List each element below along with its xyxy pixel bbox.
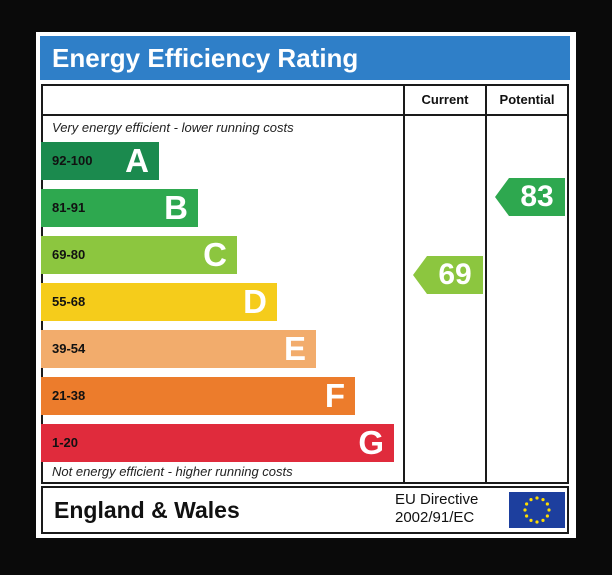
- potential-column-divider: [485, 86, 487, 482]
- band-letter: A: [125, 142, 149, 179]
- band-range: 92-100: [52, 153, 93, 168]
- potential-rating-value: 83: [520, 180, 554, 213]
- region-label: England & Wales: [54, 497, 240, 523]
- band-range: 55-68: [52, 294, 86, 309]
- potential-rating-arrow: 83: [495, 178, 565, 216]
- eu-star: [541, 518, 545, 522]
- eu-star: [545, 502, 549, 506]
- header-divider: [43, 114, 567, 116]
- eu-star: [541, 498, 545, 502]
- eu-flag-icon: [509, 492, 565, 528]
- band-a: 92-100 A: [41, 142, 159, 180]
- chart-title: Energy Efficiency Rating: [40, 36, 570, 80]
- band-range: 21-38: [52, 388, 86, 403]
- band-range: 39-54: [52, 341, 86, 356]
- band-e: 39-54 E: [41, 330, 316, 368]
- band-letter: B: [164, 189, 188, 226]
- eu-star: [529, 498, 533, 502]
- eu-directive: EU Directive 2002/91/EC: [395, 491, 507, 527]
- band-d: 55-68 D: [41, 283, 277, 321]
- band-f: 21-38 F: [41, 377, 355, 415]
- current-rating-arrow: 69: [413, 256, 483, 294]
- band-range: 81-91: [52, 200, 86, 215]
- eu-star: [547, 508, 551, 512]
- band-letter: G: [358, 424, 384, 461]
- eu-star: [525, 502, 529, 506]
- current-rating-value: 69: [438, 258, 472, 291]
- eu-star: [523, 508, 527, 512]
- current-column-header: Current: [421, 92, 469, 107]
- eu-star: [535, 520, 539, 524]
- energy-rating-card: Energy Efficiency Rating Current Potenti…: [36, 32, 576, 538]
- band-g: 1-20 G: [41, 424, 394, 462]
- eu-star: [525, 514, 529, 518]
- band-letter: D: [243, 283, 267, 320]
- eu-star: [529, 518, 533, 522]
- band-range: 1-20: [52, 435, 79, 450]
- potential-column-header: Potential: [499, 92, 555, 107]
- footer: England & Wales EU Directive 2002/91/EC: [41, 486, 569, 534]
- current-column-divider: [403, 86, 405, 482]
- band-letter: C: [203, 236, 227, 273]
- rating-table: Current Potential Very energy efficient …: [41, 84, 569, 484]
- eu-stars: [523, 496, 551, 524]
- band-c: 69-80 C: [41, 236, 237, 274]
- directive-line-1: EU Directive: [395, 491, 479, 508]
- band-letter: E: [283, 330, 306, 367]
- eu-star: [535, 496, 539, 500]
- eu-star: [545, 514, 549, 518]
- inefficient-note: Not energy efficient - higher running co…: [52, 464, 293, 479]
- band-range: 69-80: [52, 247, 86, 262]
- band-letter: F: [324, 377, 345, 414]
- efficient-note: Very energy efficient - lower running co…: [52, 120, 294, 135]
- directive-line-2: 2002/91/EC: [395, 509, 475, 526]
- band-b: 81-91 B: [41, 189, 198, 227]
